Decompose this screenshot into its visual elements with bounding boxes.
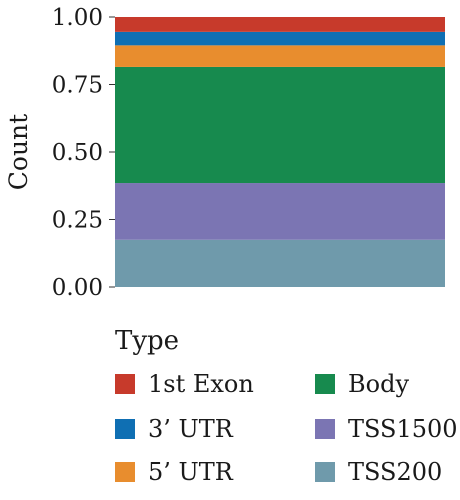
- legend-label: 1st Exon: [148, 370, 254, 398]
- y-axis: 0.00 0.25 0.50 0.75 1.00: [52, 5, 115, 301]
- legend-swatch: [115, 374, 135, 394]
- legend-swatch: [115, 462, 135, 482]
- y-tick-label: 0.50: [52, 140, 103, 166]
- bar-group: [115, 17, 445, 287]
- legend-label: 5’ UTR: [148, 458, 234, 486]
- y-tick-label: 0.75: [52, 73, 103, 99]
- bar-segment-5-utr: [115, 45, 445, 67]
- legend: 1st Exon 3’ UTR 5’ UTR Body TSS1500 TSS200: [115, 370, 458, 486]
- legend-label: TSS1500: [348, 415, 458, 443]
- bar-segment-tss1500: [115, 183, 445, 240]
- y-axis-title: Count: [4, 114, 33, 190]
- y-tick-label: 1.00: [52, 5, 103, 31]
- legend-label: Body: [348, 370, 409, 398]
- legend-swatch: [315, 419, 335, 439]
- legend-swatch: [315, 462, 335, 482]
- bar-segment-tss200: [115, 239, 445, 287]
- bar-segment-1st-exon: [115, 17, 445, 32]
- bar-segment-body: [115, 66, 445, 184]
- legend-label: 3’ UTR: [148, 415, 234, 443]
- legend-swatch: [115, 419, 135, 439]
- legend-label: TSS200: [348, 458, 442, 486]
- bar-segment-3-utr: [115, 31, 445, 46]
- y-tick-label: 0.00: [52, 275, 103, 301]
- legend-title: Type: [115, 326, 179, 356]
- legend-swatch: [315, 374, 335, 394]
- y-tick-label: 0.25: [52, 208, 103, 234]
